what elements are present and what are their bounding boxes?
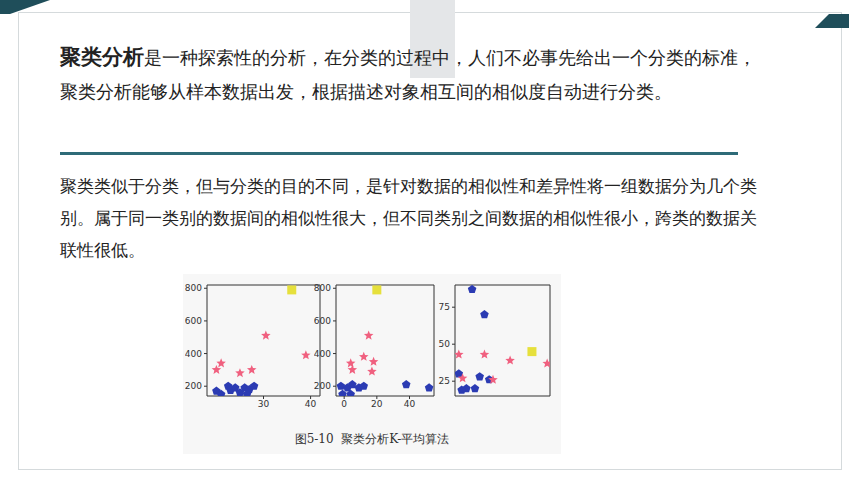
svg-text:200: 200 xyxy=(185,381,202,391)
svg-text:200: 200 xyxy=(314,381,331,391)
svg-text:400: 400 xyxy=(314,349,331,359)
html-text:聚类分析是一种探索性的分析，在分类的过程中，人们不必事先给出: 聚类分析是一种探索性的分析，在分类的过程中，人们不必事先给出一个分类的标准，聚类… xyxy=(60,45,756,102)
svg-text:40: 40 xyxy=(305,399,317,409)
svg-text:50: 50 xyxy=(439,339,451,349)
svg-text:75: 75 xyxy=(439,302,450,312)
svg-text:20: 20 xyxy=(371,399,383,409)
svg-text:800: 800 xyxy=(314,283,331,293)
svg-text:600: 600 xyxy=(314,316,331,326)
svg-text:40: 40 xyxy=(404,399,416,409)
svg-text:800: 800 xyxy=(185,283,202,293)
svg-text:600: 600 xyxy=(185,316,202,326)
html-text:聚类类似于分类，但与分类的目的不同，是针对数据的相似性和差异: 聚类类似于分类，但与分类的目的不同，是针对数据的相似性和差异性将一组数据分为几个… xyxy=(60,176,757,260)
html-text:图5-10 聚类分析K-平均算法: 图5-10 聚类分析K-平均算法 xyxy=(294,432,450,446)
svg-text:400: 400 xyxy=(185,349,202,359)
svg-text:30: 30 xyxy=(258,399,270,409)
svg-text:25: 25 xyxy=(439,376,450,386)
svg-text:0: 0 xyxy=(341,399,347,409)
